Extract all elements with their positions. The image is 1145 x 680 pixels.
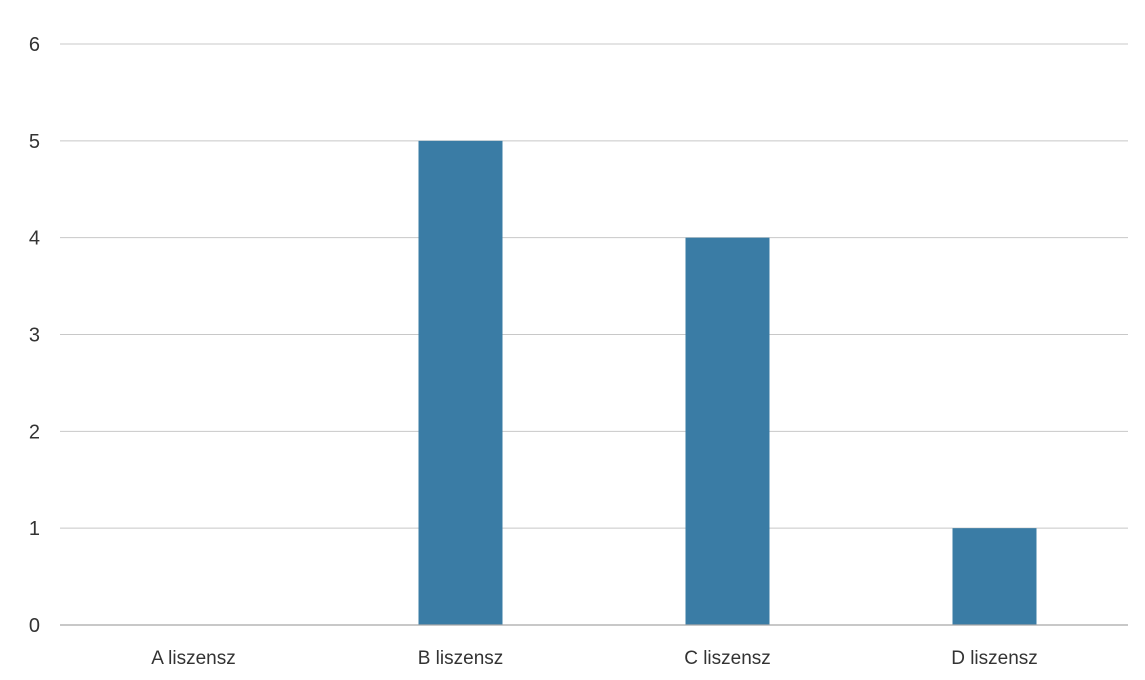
x-tick-label: B liszensz xyxy=(418,648,504,669)
y-tick-label: 0 xyxy=(29,615,40,637)
gridlines xyxy=(60,43,1128,529)
x-tick-label: D liszensz xyxy=(951,648,1038,669)
y-tick-label: 1 xyxy=(29,518,40,540)
bar-d xyxy=(952,528,1037,625)
x-tick-label: A liszensz xyxy=(151,648,235,669)
y-tick-label: 2 xyxy=(29,421,40,443)
bar-c xyxy=(685,237,770,625)
y-tick-label: 5 xyxy=(29,131,40,153)
bars xyxy=(418,140,1037,626)
y-tick-label: 3 xyxy=(29,325,40,347)
y-tick-label: 4 xyxy=(29,228,40,250)
x-tick-label: C liszensz xyxy=(684,648,771,669)
y-tick-label: 6 xyxy=(29,34,40,56)
x-tick-labels: A liszensz B liszensz C liszensz D liszensz xyxy=(151,648,1038,669)
y-tick-labels: 0 1 2 3 4 5 6 xyxy=(29,34,40,637)
bar-b xyxy=(418,140,503,626)
